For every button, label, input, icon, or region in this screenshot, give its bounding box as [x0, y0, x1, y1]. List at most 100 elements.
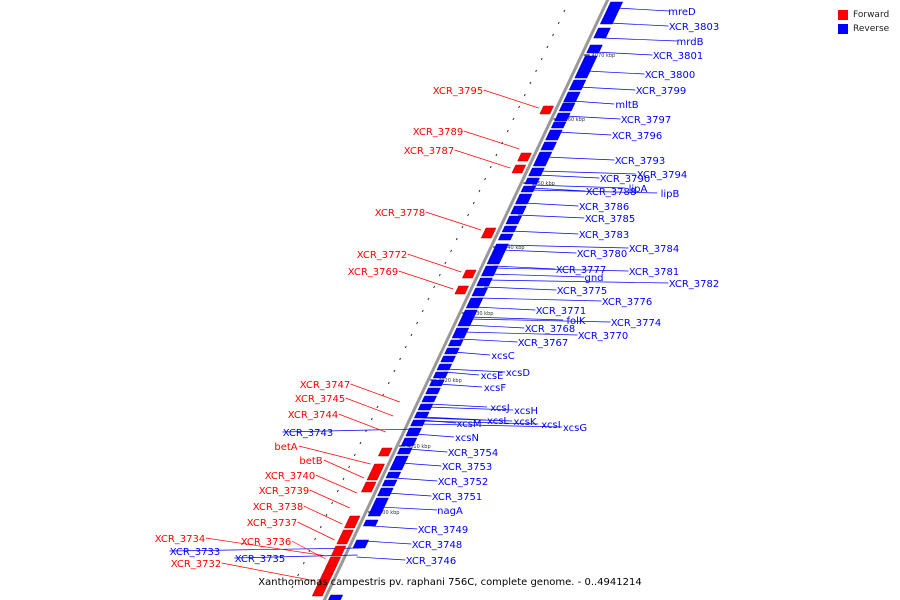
reverse-gene-label: nagA [437, 506, 463, 517]
forward-gene-label: XCR_3738 [253, 502, 304, 513]
reverse-gene-leader [545, 156, 615, 161]
forward-gene-leader [309, 489, 350, 509]
reverse-gene-label: XCR_3797 [621, 115, 672, 126]
forward-gene-label: XCR_3744 [288, 410, 339, 421]
reverse-gene-label: xcsF [484, 383, 506, 394]
reverse-gene-label: XCR_3754 [448, 448, 499, 459]
reverse-gene-leader [428, 403, 488, 408]
forward-gene-block [325, 556, 342, 568]
reverse-gene-block [440, 355, 456, 363]
forward-strand-tick [438, 273, 441, 277]
forward-gene-label: XCR_3736 [241, 537, 292, 548]
reverse-gene-label: XCR_3749 [418, 525, 469, 536]
forward-gene-block [517, 152, 532, 162]
reverse-gene-label: XCR_3752 [438, 477, 489, 488]
forward-strand-tick [416, 321, 419, 325]
forward-strand-tick [376, 405, 379, 409]
reverse-gene-label: xcsH [514, 406, 538, 417]
forward-gene-block [330, 545, 347, 557]
reverse-gene-leader [615, 7, 670, 12]
reverse-gene-leader [169, 547, 361, 552]
reverse-gene-block [451, 327, 470, 339]
reverse-gene-leader [466, 324, 525, 329]
scale-tick-label: 4060 kbp [561, 117, 585, 123]
reverse-gene-leader [484, 286, 557, 291]
reverse-gene-leader [474, 306, 536, 311]
forward-strand-tick [495, 153, 498, 157]
reverse-gene-leader [518, 214, 585, 219]
reverse-gene-label: XCR_3767 [518, 338, 569, 349]
reverse-gene-leader [462, 331, 578, 336]
reverse-gene-block [425, 387, 441, 395]
reverse-gene-leader [453, 351, 491, 356]
reverse-gene-leader [371, 525, 418, 530]
forward-strand-tick [444, 261, 447, 265]
reverse-gene-label: XCR_3799 [636, 86, 687, 97]
forward-strand-tick [314, 537, 317, 541]
forward-gene-label: betB [299, 456, 322, 467]
reverse-gene-block [417, 403, 434, 411]
forward-gene-leader [338, 413, 386, 433]
forward-strand-tick [484, 177, 487, 181]
forward-gene-block [311, 585, 328, 597]
forward-gene-block [366, 463, 385, 481]
reverse-gene-leader [438, 383, 483, 388]
forward-gene-label: XCR_3795 [433, 86, 484, 97]
forward-strand-tick [552, 33, 555, 37]
reverse-gene-leader [503, 244, 629, 249]
reverse-gene-block [480, 265, 499, 277]
reverse-gene-label: XCR_3801 [653, 51, 704, 62]
reverse-gene-block [389, 455, 409, 471]
reverse-gene-label: XCR_3803 [669, 22, 720, 33]
reverse-gene-label: XCR_3776 [602, 297, 653, 308]
forward-gene-block [377, 447, 393, 457]
forward-gene-block [360, 481, 377, 493]
reverse-gene-label: XCR_3771 [536, 306, 587, 317]
scale-tick-label: 4040 kbp [501, 245, 525, 251]
reverse-gene-leader [595, 51, 653, 56]
reverse-gene-leader [490, 273, 585, 278]
reverse-gene-label: XCR_3751 [432, 492, 483, 503]
reverse-gene-block [558, 102, 576, 112]
reverse-gene-block [563, 91, 581, 103]
reverse-gene-leader [393, 477, 438, 482]
reverse-gene-leader [487, 279, 669, 284]
forward-gene-leader [291, 540, 326, 560]
forward-strand-tick [506, 129, 509, 133]
forward-strand-tick [370, 417, 373, 421]
reverse-gene-label: XCR_3735 [235, 554, 286, 565]
scale-tick-label: 4070 kbp [592, 53, 616, 59]
reverse-gene-label: XCR_3794 [637, 170, 688, 181]
reverse-gene-label: xcsK [513, 417, 536, 428]
legend-forward: Forward [838, 8, 889, 22]
reverse-gene-leader [557, 131, 612, 136]
legend-reverse-label: Reverse [853, 24, 890, 34]
legend: Forward Reverse [838, 8, 889, 36]
forward-strand-tick [540, 57, 543, 61]
forward-strand-tick [404, 345, 407, 349]
reverse-gene-leader [419, 423, 563, 428]
reverse-gene-block [528, 167, 545, 177]
reverse-gene-block [501, 225, 518, 233]
scale-tick-label: 4010 kbp [407, 444, 431, 450]
reverse-gene-leader [564, 115, 621, 120]
reverse-gene-leader [601, 37, 678, 42]
reverse-gene-block [381, 479, 398, 487]
forward-gene-block [539, 105, 554, 115]
forward-strand-tick [523, 93, 526, 97]
forward-swatch [838, 10, 848, 20]
forward-gene-label: XCR_3745 [295, 394, 346, 405]
forward-strand-tick [535, 69, 538, 73]
reverse-gene-label: xcsC [491, 351, 514, 362]
reverse-gene-block [593, 27, 611, 39]
forward-gene-label: XCR_3769 [348, 267, 399, 278]
forward-gene-leader [463, 130, 520, 150]
reverse-gene-leader [478, 297, 602, 302]
reverse-gene-leader [529, 189, 658, 194]
reverse-gene-label: xcsL [487, 416, 509, 427]
forward-strand-tick [433, 285, 436, 289]
reverse-gene-leader [421, 419, 457, 424]
reverse-gene-leader [494, 265, 556, 270]
reverse-gene-block [550, 121, 567, 129]
reverse-gene-leader [469, 318, 611, 323]
